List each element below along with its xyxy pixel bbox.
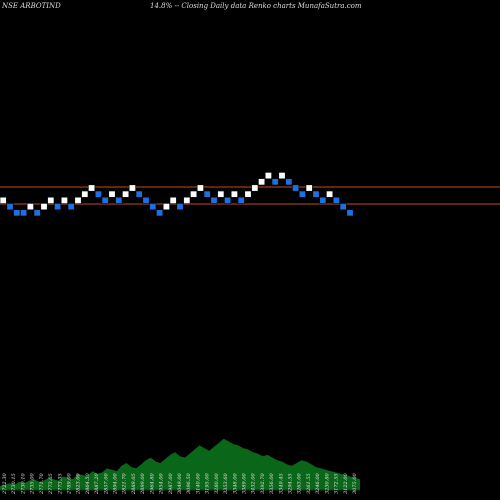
renko-brick-up xyxy=(40,203,48,211)
tick-label: 2771.70 xyxy=(39,473,45,495)
renko-brick-down xyxy=(332,196,340,204)
tick-label: 2730.10 xyxy=(20,473,26,495)
renko-brick-up xyxy=(258,178,266,186)
tick-label: 3246.00 xyxy=(315,473,321,494)
chart-description: 14.8% -- Closing Daily data Renko charts… xyxy=(150,2,362,10)
renko-brick-up xyxy=(305,184,313,192)
tick-label: 3261.55 xyxy=(306,473,312,494)
renko-brick-up xyxy=(60,196,68,204)
tick-label: 3294.55 xyxy=(288,473,294,494)
renko-brick-down xyxy=(312,190,320,198)
renko-brick-up xyxy=(251,184,259,192)
tick-label: 3348.00 xyxy=(232,473,238,494)
renko-brick-up xyxy=(217,190,225,198)
renko-brick-down xyxy=(33,209,41,217)
renko-brick-down xyxy=(13,209,21,217)
tick-label: 3195.00 xyxy=(205,473,211,494)
symbol-label: NSE ARBOTIND xyxy=(2,2,61,10)
renko-brick-down xyxy=(285,178,293,186)
renko-brick-down xyxy=(101,196,109,204)
renko-brick-down xyxy=(115,196,123,204)
renko-brick-up xyxy=(47,196,55,204)
renko-brick-down xyxy=(271,178,279,186)
renko-brick-down xyxy=(142,196,150,204)
tick-label: 2987.00 xyxy=(168,473,174,495)
tick-label: 3389.00 xyxy=(242,473,248,494)
tick-label: 3096.50 xyxy=(186,473,192,494)
renko-brick-up xyxy=(278,172,286,180)
renko-brick-down xyxy=(20,209,28,217)
tick-label: 3049.00 xyxy=(177,473,183,494)
renko-brick-up xyxy=(264,172,272,180)
renko-brick-down xyxy=(156,209,164,217)
renko-brick-down xyxy=(67,203,75,211)
renko-brick-down xyxy=(292,184,300,192)
tick-label: 3122.00 xyxy=(343,473,349,494)
renko-brick-up xyxy=(326,190,334,198)
tick-label: 2954.00 xyxy=(159,473,165,495)
renko-brick-up xyxy=(190,190,198,198)
tick-label: 3140.00 xyxy=(195,473,201,494)
renko-brick-down xyxy=(210,196,218,204)
tick-label: 3172.55 xyxy=(334,473,340,494)
renko-brick-up xyxy=(162,203,170,211)
renko-brick-down xyxy=(135,190,143,198)
tick-label: 2821.70 xyxy=(122,473,128,495)
renko-brick-down xyxy=(54,203,62,211)
renko-brick-down xyxy=(6,203,14,211)
tick-label: 2730.15 xyxy=(11,473,17,495)
renko-brick-down xyxy=(319,196,327,204)
renko-brick-down xyxy=(149,203,157,211)
renko-brick-down xyxy=(176,203,184,211)
tick-label: 2722.30 xyxy=(2,473,8,495)
tick-label: 3230.80 xyxy=(324,473,330,494)
renko-brick-up xyxy=(81,190,89,198)
renko-brick-down xyxy=(94,190,102,198)
renko-brick-down xyxy=(346,209,354,217)
renko-brick-down xyxy=(298,190,306,198)
tick-label: 2735.00 xyxy=(30,473,36,495)
tick-label: 3392.70 xyxy=(260,473,266,494)
renko-brick-up xyxy=(108,190,116,198)
tick-label: 2887.20 xyxy=(94,473,100,495)
tick-label: 2773.05 xyxy=(48,473,54,495)
tick-label: 2864.50 xyxy=(85,473,91,495)
renko-brick-down xyxy=(339,203,347,211)
tick-label: 2899.00 xyxy=(140,473,146,495)
renko-brick-up xyxy=(128,184,136,192)
tick-label: 3280.00 xyxy=(214,473,220,494)
tick-label: 3432.00 xyxy=(251,473,257,494)
tick-label: 2889.05 xyxy=(131,473,137,495)
tick-label: 3075.00 xyxy=(352,473,358,494)
tick-label: 2773.35 xyxy=(57,473,63,495)
renko-brick-up xyxy=(74,196,82,204)
tick-label: 2789.00 xyxy=(67,473,73,495)
renko-brick-up xyxy=(169,196,177,204)
tick-label: 3356.00 xyxy=(269,473,275,494)
renko-brick-up xyxy=(230,190,238,198)
tick-label: 3353.60 xyxy=(223,473,229,494)
renko-brick-down xyxy=(224,196,232,204)
renko-brick-up xyxy=(122,190,130,198)
renko-brick-down xyxy=(203,190,211,198)
renko-brick-down xyxy=(237,196,245,204)
renko-brick-up xyxy=(196,184,204,192)
renko-brick-up xyxy=(183,196,191,204)
tick-label: 2964.80 xyxy=(149,473,155,495)
renko-brick-up xyxy=(88,184,96,192)
tick-label: 2857.00 xyxy=(103,473,109,495)
tick-label: 2823.00 xyxy=(76,473,82,495)
renko-brick-up xyxy=(244,190,252,198)
volume-area xyxy=(0,438,360,490)
tick-label: 2894.00 xyxy=(113,473,119,495)
tick-label: 3263.00 xyxy=(297,473,303,494)
tick-label: 3349.45 xyxy=(278,473,284,494)
renko-brick-up xyxy=(0,196,7,204)
renko-brick-up xyxy=(26,203,34,211)
